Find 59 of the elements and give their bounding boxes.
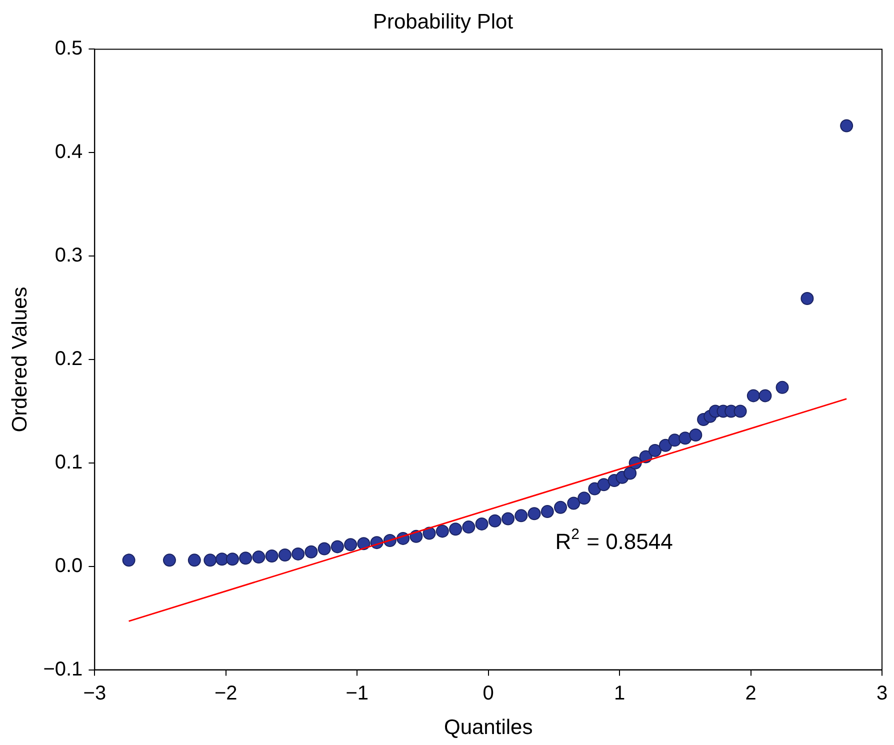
point (567, 496, 580, 510)
point (668, 434, 682, 447)
x-tick-label: 3 (876, 682, 888, 704)
x-axis-title: Quantiles (444, 716, 533, 740)
y-tick-label: 0.0 (54, 554, 83, 577)
x-tick-label: −3 (83, 682, 106, 704)
point (226, 552, 239, 566)
point (162, 554, 176, 567)
x-tick-label: 0 (482, 682, 494, 704)
x-tick-label: −1 (346, 682, 369, 704)
point (502, 512, 515, 526)
point (422, 526, 436, 540)
y-tick-label: 0.3 (54, 244, 83, 267)
point (734, 404, 747, 418)
point (758, 389, 772, 402)
point (344, 538, 358, 552)
point (648, 444, 662, 458)
point (800, 292, 814, 305)
point (278, 548, 292, 562)
y-tick-label: 0.2 (54, 348, 83, 370)
y-tick-label: −0.1 (43, 658, 83, 680)
point (304, 545, 318, 558)
point (475, 517, 488, 530)
x-tick-label: 1 (614, 682, 626, 704)
point (540, 505, 554, 518)
point (597, 478, 610, 492)
point (488, 514, 502, 528)
point (188, 554, 201, 567)
point (578, 492, 591, 505)
y-axis-title: Ordered Values (8, 286, 32, 432)
point (554, 500, 568, 514)
point (318, 542, 331, 556)
chart-title: Probability Plot (372, 10, 514, 34)
x-tick-label: 2 (745, 682, 756, 704)
point (265, 550, 278, 563)
point (215, 552, 228, 566)
point (449, 522, 462, 536)
point (239, 552, 252, 565)
point (514, 509, 528, 522)
point (252, 550, 266, 564)
point (746, 389, 760, 402)
y-tick-label: 0.4 (54, 141, 83, 164)
point (357, 537, 370, 550)
y-tick-label: 0.1 (54, 451, 83, 474)
point (840, 119, 854, 132)
point (689, 428, 702, 442)
x-tick-label: −2 (214, 682, 238, 704)
point (330, 540, 344, 554)
point (658, 438, 672, 452)
point (528, 507, 541, 520)
y-tick-label: 0.5 (54, 38, 83, 60)
point (292, 547, 305, 560)
point (122, 554, 136, 567)
point (462, 520, 476, 534)
point (678, 432, 692, 445)
point (624, 466, 637, 480)
point (436, 524, 449, 538)
point (776, 380, 789, 394)
point (204, 554, 217, 567)
